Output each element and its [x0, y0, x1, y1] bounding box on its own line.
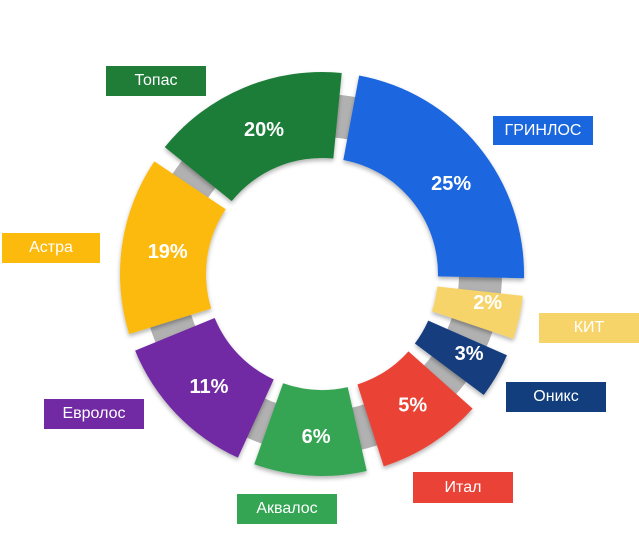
legend-label: Аквалос	[256, 500, 318, 517]
legend-akvalos[interactable]: Аквалос	[237, 494, 337, 524]
legend-label: Евролос	[62, 405, 126, 422]
legend-label: ГРИНЛОС	[504, 121, 582, 139]
segment-value-label-evrolos: 11%	[190, 376, 229, 398]
legend-evrolos[interactable]: Евролос	[44, 399, 144, 429]
segment-kit[interactable]	[431, 286, 523, 339]
segment-astra[interactable]	[120, 161, 226, 335]
segment-akvalos[interactable]	[254, 383, 367, 477]
segment-value-label-oniks: 3%	[455, 343, 484, 365]
segment-topas[interactable]	[164, 71, 342, 202]
segment-value-label-astra: 19%	[148, 241, 188, 263]
segment-value-label-ital: 5%	[398, 395, 427, 417]
legend-topas[interactable]: Топас	[106, 66, 206, 96]
legend-oniks[interactable]: Оникс	[506, 382, 606, 412]
legend-grinlos[interactable]: ГРИНЛОС	[493, 116, 593, 145]
legend-label: Оникс	[533, 388, 579, 405]
legend-astra[interactable]: Астра	[2, 233, 100, 263]
legend-ital[interactable]: Итал	[413, 472, 513, 503]
legend-kit[interactable]: КИТ	[539, 313, 639, 343]
segment-value-label-akvalos: 6%	[302, 426, 331, 448]
segment-value-label-kit: 2%	[473, 292, 502, 314]
segment-oniks[interactable]	[414, 320, 507, 395]
segment-value-label-topas: 20%	[244, 119, 284, 141]
segment-value-label-grinlos: 25%	[431, 173, 471, 195]
legend-label: Топас	[134, 72, 178, 89]
legend-label: Итал	[444, 478, 482, 496]
legend-label: КИТ	[573, 319, 605, 336]
segment-evrolos[interactable]	[135, 318, 274, 458]
legend-label: Астра	[29, 239, 73, 256]
segment-grinlos[interactable]	[343, 75, 525, 279]
segment-ital[interactable]	[357, 351, 473, 467]
